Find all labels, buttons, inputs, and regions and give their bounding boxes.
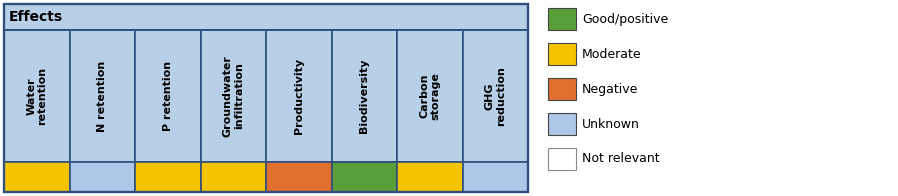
Text: Unknown: Unknown [582,117,640,131]
Text: P retention: P retention [163,61,172,131]
Text: Productivity: Productivity [294,58,304,134]
Text: Carbon
storage: Carbon storage [419,72,440,120]
Bar [462,30,528,162]
Bar [69,30,135,162]
Text: Good/positive: Good/positive [582,13,668,25]
Text: Groundwater
infiltration: Groundwater infiltration [223,55,243,137]
Bar [200,30,266,162]
Bar [69,162,135,192]
Bar [397,162,462,192]
Bar [331,162,397,192]
Bar [4,30,69,162]
Text: N retention: N retention [97,60,107,132]
Bar [4,162,69,192]
Text: Negative: Negative [582,83,638,95]
Bar [397,30,462,162]
Text: Moderate: Moderate [582,47,642,61]
Text: Effects: Effects [9,10,63,24]
Text: Biodiversity: Biodiversity [359,59,369,133]
Bar [548,78,576,100]
Bar [135,162,200,192]
Bar [548,8,576,30]
Bar [548,148,576,170]
Bar [266,30,331,162]
Bar [266,162,331,192]
Bar [135,30,200,162]
Bar [4,4,528,192]
Bar [462,162,528,192]
Bar [548,113,576,135]
Text: GHG
reduction: GHG reduction [485,66,506,126]
Bar [200,162,266,192]
Bar [4,4,528,30]
Text: Water
retention: Water retention [26,67,48,125]
Bar [548,43,576,65]
Bar [331,30,397,162]
Text: Not relevant: Not relevant [582,152,660,165]
